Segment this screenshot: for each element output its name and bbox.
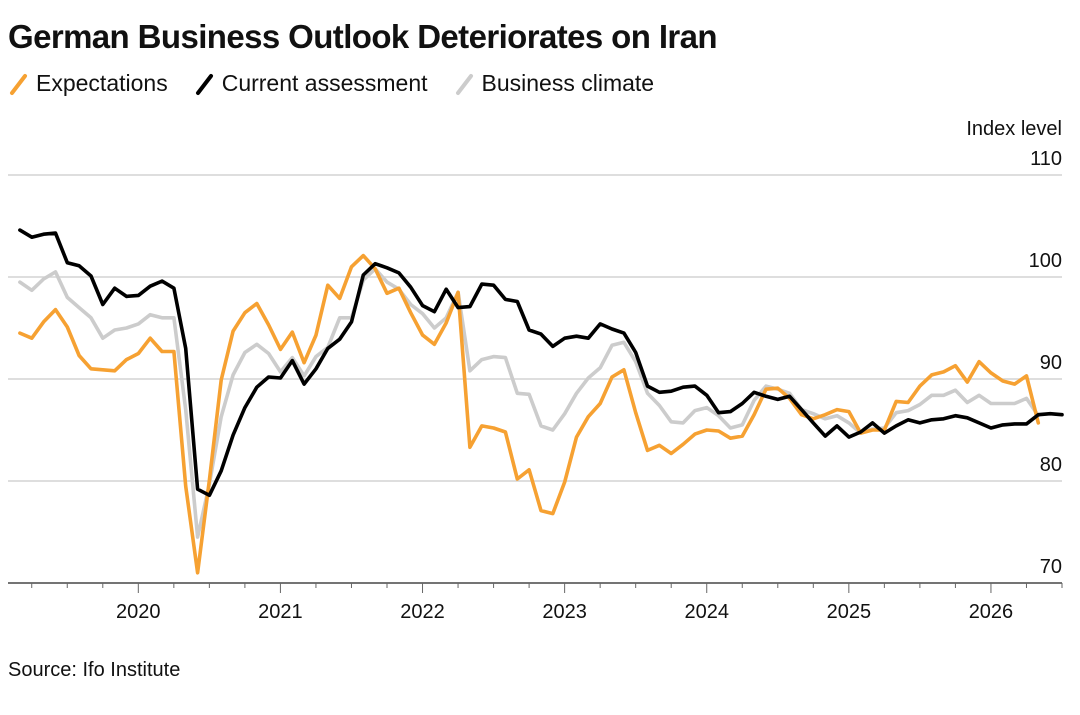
legend-label-current-assessment: Current assessment bbox=[221, 70, 428, 96]
gridlines bbox=[8, 174, 1062, 584]
x-axis: 2020 2021 2022 2023 2024 2025 2026 bbox=[31, 583, 1063, 623]
chart-title: German Business Outlook Deteriorates on … bbox=[8, 18, 718, 55]
legend-item-business-climate: Business climate bbox=[454, 70, 655, 97]
legend-swatch-current-assessment bbox=[195, 73, 213, 95]
legend-swatch-business-climate bbox=[455, 73, 473, 95]
x-tick-label-2022: 2022 bbox=[400, 601, 445, 623]
x-tick-label-2024: 2024 bbox=[684, 601, 729, 623]
legend-label-business-climate: Business climate bbox=[481, 70, 655, 96]
y-tick-label-70: 70 bbox=[1040, 556, 1062, 578]
series-line-current-assessment bbox=[18, 228, 1064, 498]
x-tick-label-2020: 2020 bbox=[116, 601, 161, 623]
x-tick-label-2023: 2023 bbox=[542, 601, 587, 623]
series-line-business-climate bbox=[18, 266, 1041, 539]
legend: Expectations Current assessment Business… bbox=[8, 70, 654, 97]
legend-item-expectations: Expectations bbox=[8, 70, 168, 97]
series-line-expectations bbox=[18, 253, 1041, 575]
y-tick-label-90: 90 bbox=[1040, 352, 1062, 374]
series-lines bbox=[18, 228, 1064, 575]
legend-swatch-expectations bbox=[10, 73, 27, 95]
y-axis-ticks: 110 100 90 80 70 bbox=[1029, 148, 1062, 578]
legend-item-current-assessment: Current assessment bbox=[194, 70, 428, 97]
x-tick-label-2021: 2021 bbox=[258, 601, 303, 623]
y-tick-label-110: 110 bbox=[1030, 148, 1062, 170]
legend-label-expectations: Expectations bbox=[36, 70, 168, 96]
x-tick-label-2026: 2026 bbox=[969, 601, 1014, 623]
source-note: Source: Ifo Institute bbox=[8, 659, 181, 681]
x-tick-label-2025: 2025 bbox=[827, 601, 872, 623]
y-axis-label: Index level bbox=[966, 118, 1062, 140]
y-tick-label-100: 100 bbox=[1029, 250, 1062, 272]
y-tick-label-80: 80 bbox=[1040, 454, 1062, 476]
